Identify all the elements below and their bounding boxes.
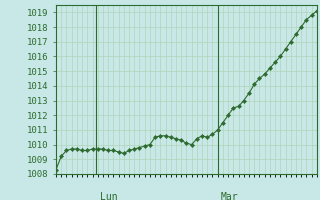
Text: Mar: Mar	[221, 192, 238, 200]
Text: Lun: Lun	[100, 192, 117, 200]
